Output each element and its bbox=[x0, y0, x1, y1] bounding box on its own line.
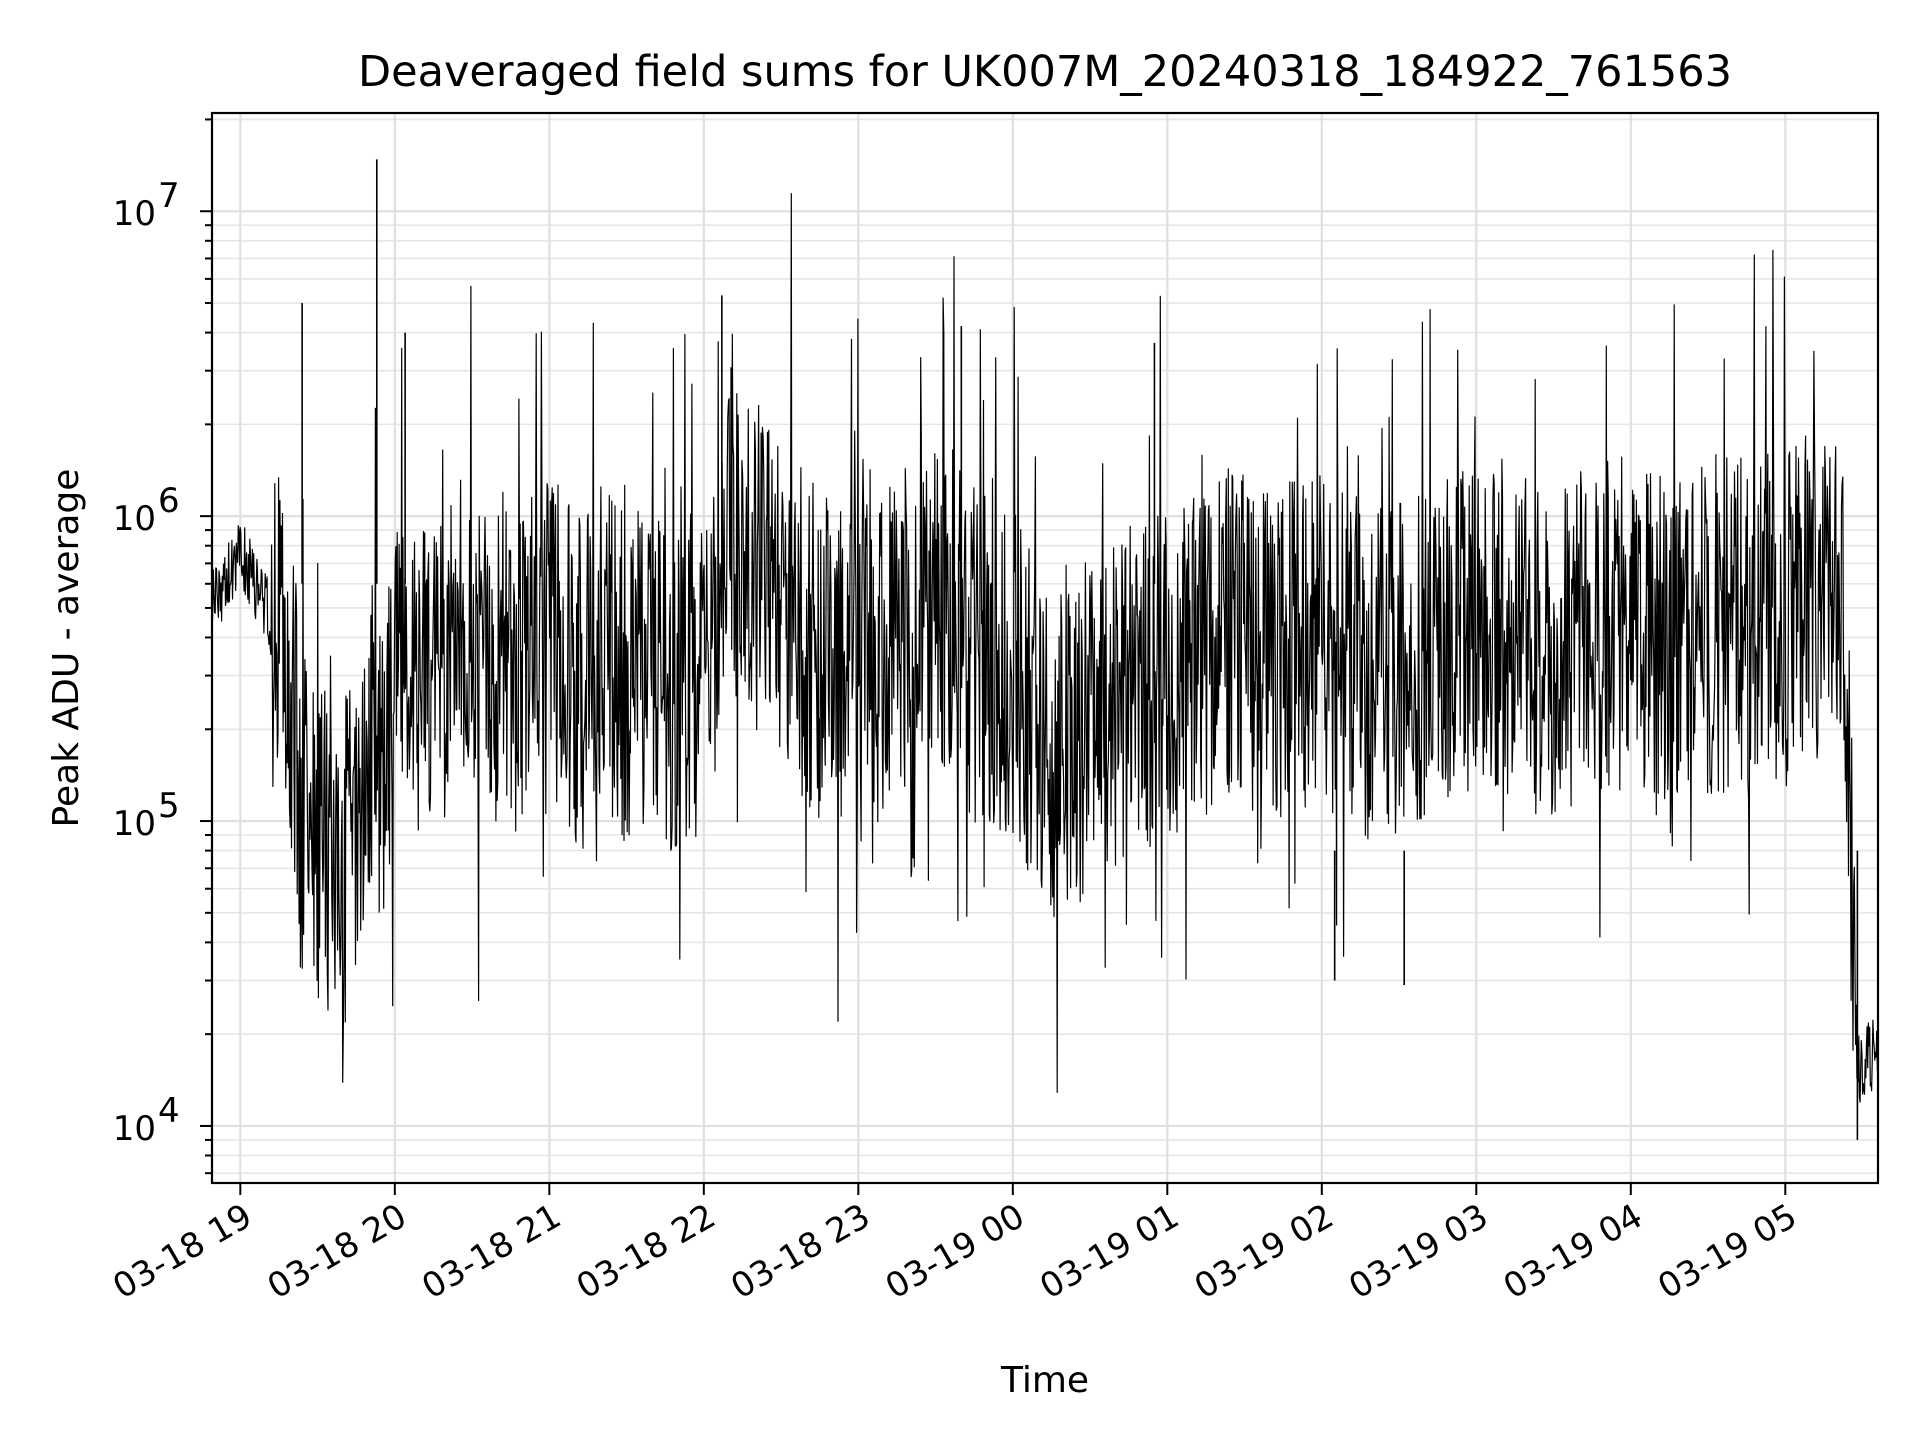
x-tick-label: 03-19 00 bbox=[879, 1196, 1031, 1307]
x-tick-label: 03-18 20 bbox=[261, 1196, 413, 1307]
plot-area bbox=[211, 159, 1879, 1140]
y-tick-exponent: 4 bbox=[158, 1091, 180, 1131]
x-tick-label: 03-18 22 bbox=[570, 1196, 722, 1307]
axes-frame bbox=[210, 111, 1880, 1185]
series-line bbox=[211, 193, 1879, 1103]
y-axis-label: Peak ADU - average bbox=[46, 469, 87, 828]
x-axis-ticks: 03-18 19 03-18 20 03-18 21 03-18 22 03-18 23… bbox=[106, 1183, 1804, 1307]
x-tick-label: 03-18 19 bbox=[106, 1196, 258, 1307]
x-tick-label: 03-19 02 bbox=[1188, 1196, 1340, 1307]
y-tick-label: 10 bbox=[113, 499, 156, 539]
x-axis-label: Time bbox=[1000, 1360, 1089, 1401]
y-tick-label: 10 bbox=[113, 804, 156, 844]
y-tick-exponent: 7 bbox=[158, 176, 180, 216]
x-tick-label: 03-19 05 bbox=[1651, 1196, 1803, 1307]
y-tick-label: 10 bbox=[113, 1109, 156, 1149]
x-tick-label: 03-19 03 bbox=[1342, 1196, 1494, 1307]
x-tick-label: 03-19 04 bbox=[1497, 1196, 1649, 1307]
x-tick-label: 03-18 21 bbox=[415, 1196, 567, 1307]
chart-title: Deaveraged field sums for UK007M_2024031… bbox=[358, 47, 1732, 97]
x-tick-label: 03-19 01 bbox=[1033, 1196, 1185, 1307]
x-tick-label: 03-18 23 bbox=[724, 1196, 876, 1307]
y-tick-exponent: 6 bbox=[158, 481, 180, 521]
y-tick-exponent: 5 bbox=[158, 786, 180, 826]
y-tick-label: 10 bbox=[113, 194, 156, 234]
